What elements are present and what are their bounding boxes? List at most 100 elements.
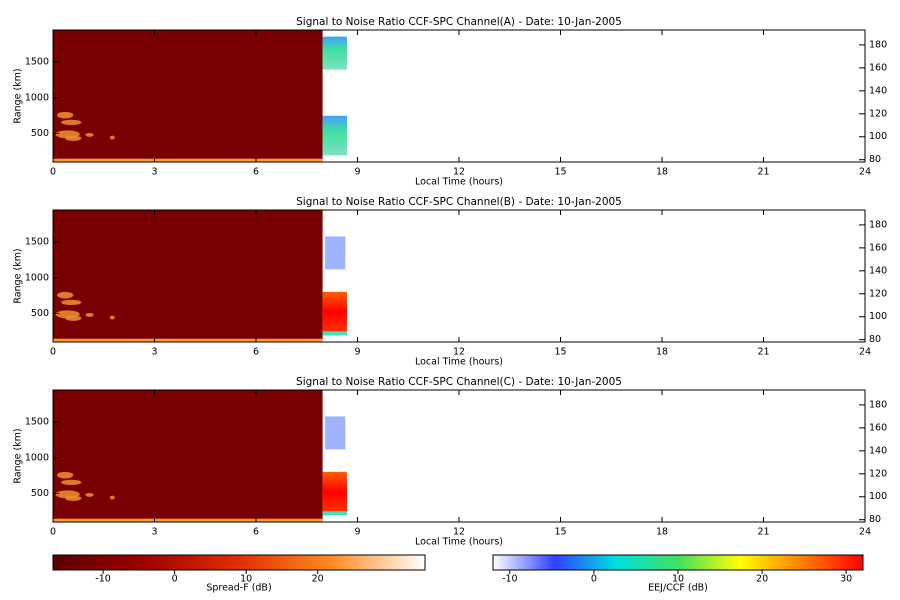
colorbar-tick-label: 10 [240,574,252,585]
y2-tick-label: 100 [869,131,887,142]
colorbar [52,554,426,571]
eej-block [322,471,347,512]
x-tick-label: 3 [151,347,157,358]
y2-tick-label: 80 [869,334,881,345]
spread-f-echo [109,315,115,320]
x-tick-label: 18 [656,527,668,538]
panel-title: Signal to Noise Ratio CCF-SPC Channel(C)… [296,376,622,388]
colorbar-tick-label: 10 [672,574,684,585]
x-tick-label: 15 [554,347,566,358]
y2-tick-label: 100 [869,311,887,322]
spread-f-echo [57,111,74,119]
spread-f-image [53,390,323,522]
y2-tick-label: 180 [869,39,887,50]
spread-f-echo [65,315,82,321]
spread-f-echo [61,119,82,126]
spread-f-echo [57,471,74,479]
x-axis-label: Local Time (hours) [415,177,503,188]
x-axis-label: Local Time (hours) [415,537,503,548]
x-tick-label: 18 [656,347,668,358]
spread-f-echo [61,479,82,486]
x-tick-label: 18 [656,167,668,178]
spread-f-echo [109,135,115,140]
ground-echo [53,338,323,342]
y2-tick-label: 180 [869,219,887,230]
x-tick-label: 3 [151,167,157,178]
spread-f-echo [85,132,94,137]
eej-streak [325,416,346,450]
spread-f-echo [85,312,94,317]
spread-f-echo [65,135,82,141]
y2-tick-label: 120 [869,108,887,119]
eej-patch [322,115,347,156]
y-tick-label: 1500 [25,237,49,248]
eej-edge [322,331,347,336]
x-tick-label: 12 [453,347,465,358]
x-tick-label: 0 [50,347,56,358]
x-tick-label: 24 [859,347,871,358]
y2-tick-label: 140 [869,445,887,456]
colorbar [492,554,864,571]
spread-f-echo [57,291,74,299]
y-tick-label: 1000 [25,272,49,283]
y-tick-label: 500 [31,488,49,499]
x-tick-label: 9 [354,527,360,538]
colorbar-label: Spread-F (dB) [206,583,271,594]
y-tick-label: 500 [31,128,49,139]
colorbar-label: EEJ/CCF (dB) [648,583,708,594]
x-tick-label: 21 [757,347,769,358]
y-tick-label: 1500 [25,417,49,428]
spread-f-echo [85,492,94,497]
colorbar-tick-label: 0 [591,574,597,585]
x-tick-label: 12 [453,167,465,178]
y-tick-label: 500 [31,308,49,319]
panel-title: Signal to Noise Ratio CCF-SPC Channel(A)… [296,16,622,28]
x-tick-label: 9 [354,347,360,358]
panel-title: Signal to Noise Ratio CCF-SPC Channel(B)… [296,196,622,208]
colorbar-tick-label: 20 [312,574,324,585]
y2-tick-label: 120 [869,468,887,479]
colorbar-tick-label: -10 [95,574,111,585]
y2-tick-label: 140 [869,85,887,96]
colorbar-tick-label: 0 [172,574,178,585]
x-tick-label: 21 [757,527,769,538]
y2-tick-label: 100 [869,491,887,502]
x-tick-label: 0 [50,527,56,538]
y2-tick-label: 180 [869,399,887,410]
y2-tick-label: 160 [869,62,887,73]
ground-echo [53,158,323,162]
spread-f-image [53,210,323,342]
spread-f-image [53,30,323,162]
colorbar-tick-label: -10 [502,574,518,585]
y2-tick-label: 140 [869,265,887,276]
y2-tick-label: 120 [869,288,887,299]
spread-f-echo [65,495,82,501]
y-tick-label: 1000 [25,92,49,103]
eej-block [322,291,347,332]
eej-edge [322,511,347,516]
x-tick-label: 6 [253,527,259,538]
ground-echo [53,518,323,522]
x-tick-label: 9 [354,167,360,178]
x-tick-label: 15 [554,167,566,178]
x-tick-label: 3 [151,527,157,538]
colorbar-tick-label: 20 [756,574,768,585]
spread-f-echo [61,299,82,306]
y-tick-label: 1000 [25,452,49,463]
y-axis-label: Range (km) [13,428,24,483]
eej-patch [322,36,347,70]
y2-tick-label: 160 [869,422,887,433]
x-tick-label: 24 [859,167,871,178]
eej-streak [325,236,346,270]
y-tick-label: 1500 [25,57,49,68]
y-axis-label: Range (km) [13,248,24,303]
spread-f-echo [109,495,115,500]
y2-tick-label: 160 [869,242,887,253]
colorbar-tick-label: 30 [840,574,852,585]
x-tick-label: 0 [50,167,56,178]
x-axis-label: Local Time (hours) [415,357,503,368]
y2-tick-label: 80 [869,514,881,525]
y2-tick-label: 80 [869,154,881,165]
y-axis-label: Range (km) [13,68,24,123]
